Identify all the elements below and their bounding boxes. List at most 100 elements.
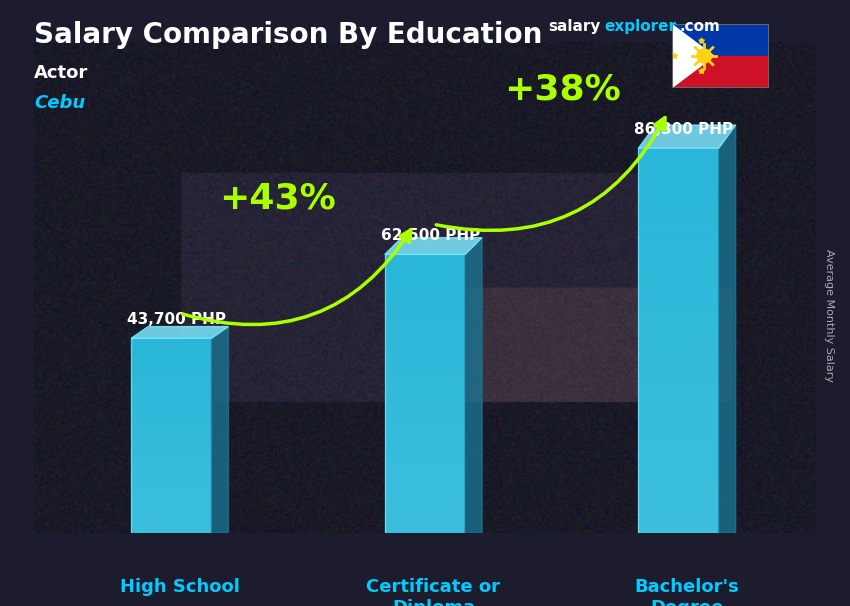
- Polygon shape: [385, 238, 482, 255]
- Bar: [131, 452, 212, 455]
- Text: +38%: +38%: [504, 73, 620, 107]
- Bar: [385, 282, 465, 287]
- Text: 43,700 PHP: 43,700 PHP: [127, 312, 226, 327]
- Bar: [385, 524, 465, 528]
- Bar: [385, 454, 465, 459]
- Bar: [638, 276, 719, 283]
- Bar: [385, 264, 465, 268]
- Bar: [385, 310, 465, 315]
- Bar: [385, 361, 465, 366]
- Bar: [131, 514, 212, 517]
- Bar: [385, 268, 465, 273]
- Bar: [385, 328, 465, 333]
- Bar: [131, 436, 212, 439]
- Text: salary: salary: [548, 19, 601, 35]
- Bar: [638, 225, 719, 231]
- Bar: [131, 530, 212, 533]
- Bar: [385, 478, 465, 482]
- Bar: [131, 393, 212, 397]
- Bar: [385, 487, 465, 491]
- Bar: [638, 353, 719, 360]
- Bar: [385, 301, 465, 305]
- Bar: [385, 389, 465, 394]
- Bar: [638, 321, 719, 328]
- Bar: [131, 510, 212, 514]
- Bar: [385, 468, 465, 473]
- Bar: [638, 462, 719, 469]
- Bar: [385, 408, 465, 413]
- Bar: [131, 501, 212, 504]
- Bar: [131, 403, 212, 407]
- Bar: [131, 367, 212, 371]
- Bar: [638, 450, 719, 456]
- Bar: [385, 278, 465, 282]
- Bar: [385, 482, 465, 487]
- Bar: [638, 399, 719, 405]
- Bar: [131, 413, 212, 416]
- Bar: [385, 385, 465, 389]
- Bar: [638, 437, 719, 444]
- Bar: [131, 459, 212, 462]
- Bar: [131, 504, 212, 507]
- Bar: [131, 390, 212, 393]
- Bar: [638, 315, 719, 321]
- Bar: [131, 384, 212, 387]
- Bar: [385, 259, 465, 264]
- Bar: [385, 375, 465, 380]
- Bar: [131, 442, 212, 445]
- Bar: [638, 328, 719, 335]
- Bar: [385, 291, 465, 296]
- Bar: [638, 174, 719, 180]
- Bar: [638, 469, 719, 476]
- Bar: [638, 411, 719, 418]
- Bar: [131, 355, 212, 358]
- Bar: [672, 24, 769, 56]
- Bar: [638, 494, 719, 501]
- Bar: [638, 514, 719, 521]
- Bar: [131, 381, 212, 384]
- Bar: [385, 399, 465, 403]
- Text: Salary Comparison By Education: Salary Comparison By Education: [34, 21, 542, 49]
- Bar: [638, 392, 719, 399]
- Bar: [385, 273, 465, 278]
- Bar: [131, 439, 212, 442]
- Bar: [131, 507, 212, 510]
- Bar: [638, 180, 719, 187]
- Bar: [638, 296, 719, 302]
- Bar: [131, 407, 212, 410]
- Bar: [131, 348, 212, 351]
- Bar: [638, 379, 719, 385]
- Bar: [638, 341, 719, 347]
- Circle shape: [697, 49, 711, 63]
- Bar: [385, 473, 465, 478]
- Bar: [131, 521, 212, 524]
- Bar: [385, 436, 465, 441]
- Bar: [638, 302, 719, 308]
- Bar: [638, 283, 719, 290]
- Bar: [131, 485, 212, 488]
- Bar: [638, 424, 719, 431]
- Bar: [131, 498, 212, 501]
- Bar: [638, 482, 719, 488]
- Bar: [131, 433, 212, 436]
- Text: 62,500 PHP: 62,500 PHP: [381, 228, 480, 243]
- Text: 86,300 PHP: 86,300 PHP: [634, 122, 734, 137]
- Bar: [638, 264, 719, 270]
- Bar: [638, 456, 719, 462]
- Bar: [131, 517, 212, 521]
- Bar: [131, 345, 212, 348]
- Bar: [638, 199, 719, 206]
- Bar: [638, 244, 719, 251]
- Bar: [385, 319, 465, 324]
- Bar: [638, 219, 719, 225]
- Bar: [385, 352, 465, 357]
- Bar: [385, 366, 465, 371]
- Bar: [638, 161, 719, 167]
- Bar: [131, 455, 212, 459]
- Polygon shape: [699, 68, 705, 73]
- Bar: [385, 347, 465, 352]
- Bar: [638, 231, 719, 238]
- Bar: [131, 400, 212, 403]
- Bar: [385, 380, 465, 385]
- Bar: [131, 426, 212, 429]
